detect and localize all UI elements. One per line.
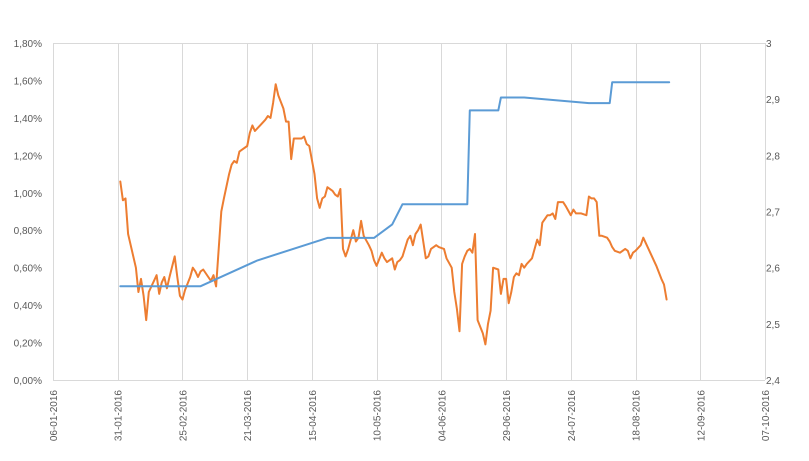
x-tick-label: 31-01-2016 bbox=[114, 390, 125, 442]
x-tick-label: 24-07-2016 bbox=[567, 390, 578, 442]
x-tick-label: 21-03-2016 bbox=[243, 390, 254, 442]
y-left-tick-label: 0,60% bbox=[14, 264, 42, 275]
y-left-tick-label: 1,60% bbox=[14, 76, 42, 87]
x-tick-label: 12-09-2016 bbox=[696, 390, 707, 442]
x-tick-label: 07-10-2016 bbox=[761, 390, 772, 442]
y-right-tick-label: 3 bbox=[766, 39, 772, 50]
x-tick-label: 15-04-2016 bbox=[308, 390, 319, 442]
x-tick-label: 10-05-2016 bbox=[373, 390, 384, 442]
y-right-tick-label: 2,8 bbox=[766, 151, 780, 162]
y-left-tick-label: 0,20% bbox=[14, 339, 42, 350]
y-left-tick-label: 1,40% bbox=[14, 114, 42, 125]
y-right-tick-label: 2,7 bbox=[766, 208, 780, 219]
y-left-tick-label: 0,40% bbox=[14, 301, 42, 312]
y-left-tick-label: 0,80% bbox=[14, 226, 42, 237]
x-tick-label: 25-02-2016 bbox=[178, 390, 189, 442]
y-right-tick-label: 2,4 bbox=[766, 376, 780, 387]
x-tick-label: 18-08-2016 bbox=[632, 390, 643, 442]
y-right-tick-label: 2,6 bbox=[766, 264, 780, 275]
x-tick-label: 06-01-2016 bbox=[49, 390, 60, 442]
y-left-tick-label: 0,00% bbox=[14, 376, 42, 387]
x-tick-label: 04-06-2016 bbox=[437, 390, 448, 442]
series-line-right-axis bbox=[119, 81, 671, 288]
series-line-left-axis bbox=[119, 83, 668, 346]
x-tick-label: 29-06-2016 bbox=[502, 390, 513, 442]
y-right-tick-label: 2,9 bbox=[766, 95, 780, 106]
y-left-tick-label: 1,00% bbox=[14, 189, 42, 200]
y-left-tick-label: 1,20% bbox=[14, 151, 42, 162]
y-right-tick-label: 2,5 bbox=[766, 320, 780, 331]
y-left-tick-label: 1,80% bbox=[14, 39, 42, 50]
